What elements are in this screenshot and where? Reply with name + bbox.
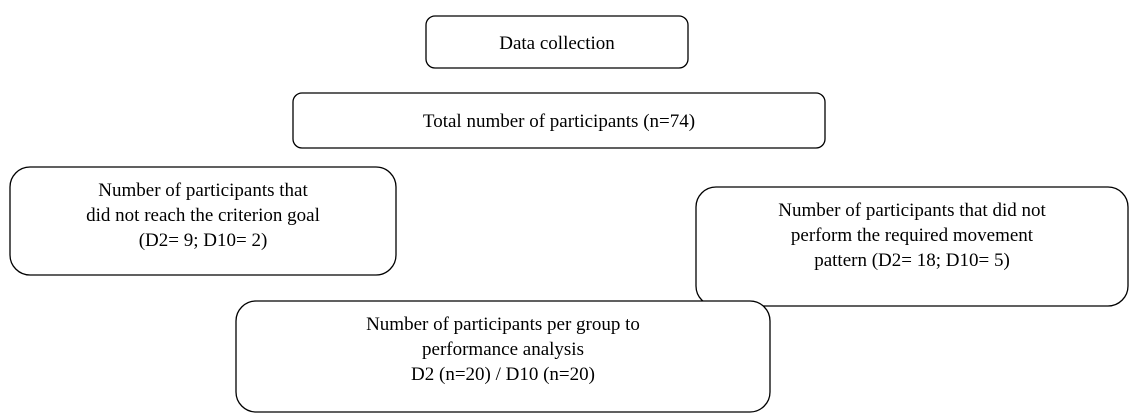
node-label: (D2= 9; D10= 2)	[139, 230, 268, 251]
node-label: Total number of participants (n=74)	[423, 111, 695, 132]
node-box	[9, 166, 397, 276]
node-box	[292, 92, 826, 149]
node-box	[425, 15, 689, 69]
node-box	[695, 186, 1129, 307]
node-box	[235, 300, 771, 413]
node-label: perform the required movement	[791, 225, 1034, 246]
node-label: pattern (D2= 18; D10= 5)	[814, 250, 1010, 271]
node-label: Number of participants that did not	[778, 200, 1046, 221]
node-label: Number of participants per group to	[366, 314, 640, 335]
node-label: D2 (n=20) / D10 (n=20)	[411, 364, 595, 385]
node-label: Number of participants that	[98, 180, 308, 201]
node-label: Data collection	[499, 33, 615, 54]
node-label: performance analysis	[422, 339, 584, 360]
node-label: did not reach the criterion goal	[86, 205, 320, 226]
